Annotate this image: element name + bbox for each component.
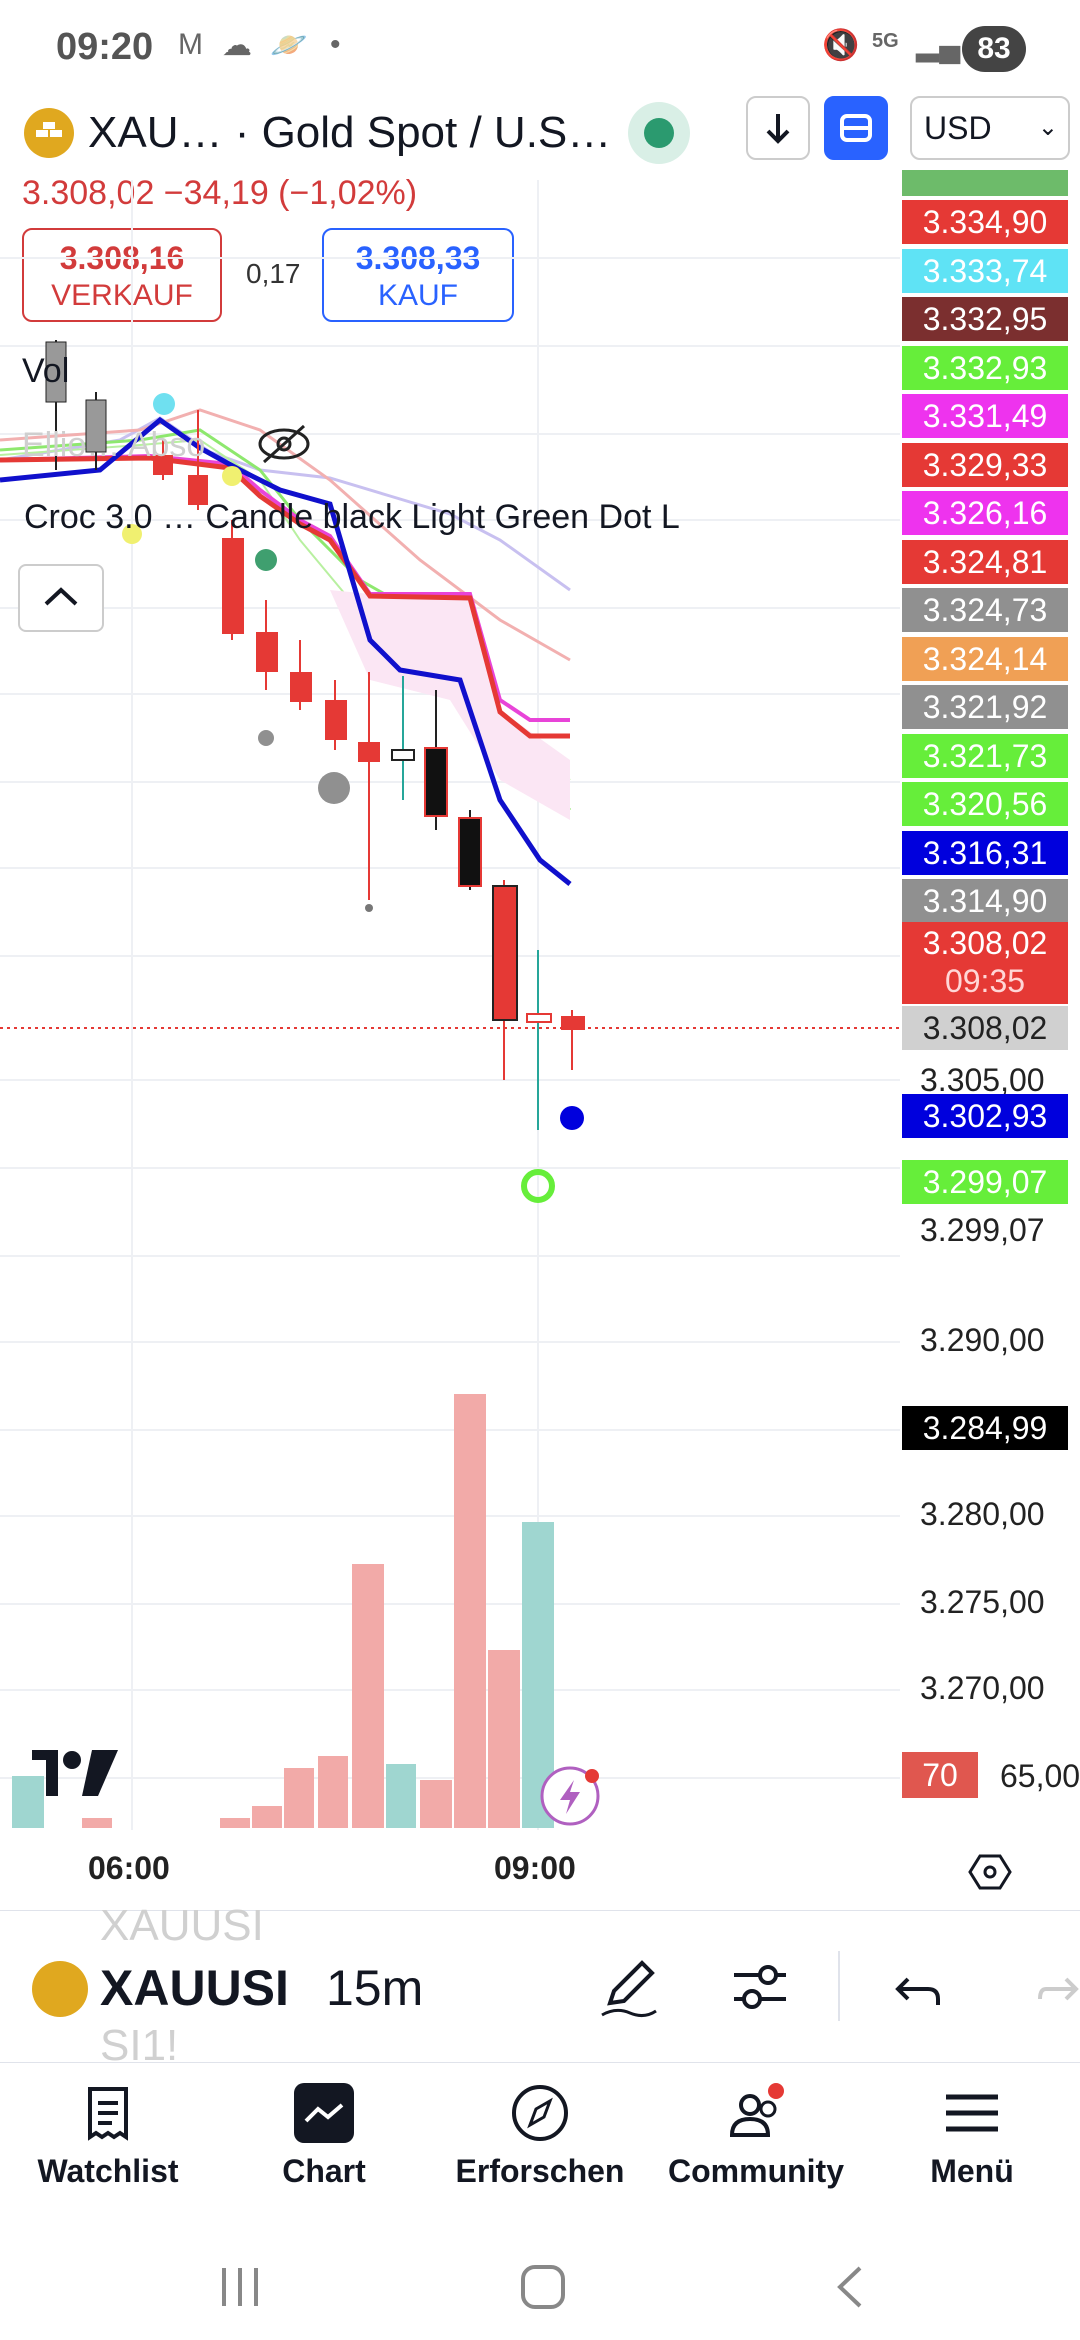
- axis-label: 3.280,00: [920, 1496, 1045, 1532]
- indicators-settings-icon[interactable]: [730, 1957, 790, 2017]
- nav-community[interactable]: Community: [648, 2063, 864, 2233]
- axis-label: 3.275,00: [920, 1584, 1045, 1620]
- candlesticks: [45, 340, 585, 1130]
- price-tag: 3.332,93: [902, 345, 1068, 390]
- arrow-down-icon: [766, 114, 790, 144]
- nav-label: Erforschen: [455, 2153, 625, 2189]
- signal-icon: ▂▄: [916, 29, 961, 62]
- nav-label: Watchlist: [37, 2153, 179, 2189]
- axis-label: 3.270,00: [920, 1670, 1045, 1706]
- price-tag: 3.332,95: [902, 297, 1068, 341]
- axis-label: 3.299,07: [920, 1212, 1045, 1248]
- undo-icon[interactable]: [894, 1963, 944, 2013]
- community-icon: [729, 2083, 784, 2137]
- network-type: 5G: [872, 30, 899, 52]
- price-tag: 3.324,14: [902, 636, 1068, 681]
- currency-value: USD: [924, 110, 992, 146]
- axis-label: 3.290,00: [920, 1322, 1045, 1358]
- candle-countdown: 09:35: [944, 963, 1026, 999]
- price-tag: 3.321,73: [902, 733, 1068, 778]
- collapse-indicators-button[interactable]: [18, 564, 104, 632]
- price-tag: 3.316,31: [902, 830, 1068, 875]
- price-tag: 3.324,81: [902, 539, 1068, 584]
- arrow-down-button[interactable]: [746, 96, 810, 160]
- bottom-nav: Watchlist Chart Erforschen Community Men…: [0, 2062, 1080, 2233]
- cloud-icon: ☁: [222, 29, 252, 62]
- time-label: 06:00: [88, 1850, 170, 1886]
- planet-icon: 🪐: [270, 29, 308, 62]
- axis-label: 65,00: [1000, 1758, 1080, 1794]
- time-label: 09:00: [494, 1850, 576, 1886]
- watchlist-icon: [88, 2087, 128, 2141]
- drawing-tools-icon[interactable]: [596, 1951, 660, 2021]
- redo-icon[interactable]: [1036, 1963, 1080, 2013]
- volume-bars: [12, 1394, 554, 1828]
- elliott-label[interactable]: Ellio… Abso: [22, 426, 206, 464]
- market-status-icon[interactable]: [628, 102, 690, 164]
- chart-toolbar: XAUUSI SI1! XAUUSI 15m: [0, 1901, 1080, 2070]
- spread-value: 0,17: [246, 258, 301, 289]
- last-price-tag: 3.308,02 09:35: [902, 922, 1068, 1004]
- price-tag: 3.334,90: [902, 200, 1068, 244]
- chart-icon: [294, 2083, 354, 2143]
- home-icon[interactable]: [518, 2262, 568, 2312]
- price-tag: 3.314,90: [902, 879, 1068, 923]
- lightning-icon: [540, 1766, 600, 1826]
- gold-logo-icon[interactable]: [24, 108, 74, 158]
- gold-logo-icon: [32, 1961, 88, 2017]
- compass-icon: [512, 2085, 568, 2141]
- crosshair-price-tag: 3.308,02: [902, 1006, 1068, 1050]
- buy-label: KAUF: [377, 279, 458, 312]
- last-price: 3.308,02: [922, 925, 1048, 961]
- price-tag: 3.320,56: [902, 782, 1068, 826]
- chevron-down-icon: ⌄: [1037, 114, 1058, 141]
- symbol-selector[interactable]: XAUUSI: [100, 1960, 289, 2016]
- hidden-eye-icon: [258, 424, 310, 464]
- nav-menu[interactable]: Menü: [864, 2063, 1080, 2233]
- interval-selector[interactable]: 15m: [326, 1960, 424, 2016]
- settings-hexagon-icon[interactable]: [968, 1850, 1012, 1894]
- price-tag: 3.331,49: [902, 394, 1068, 438]
- price-tag: 3.329,33: [902, 442, 1068, 487]
- fullscreen-button[interactable]: [824, 96, 888, 160]
- gmail-icon: M: [178, 28, 203, 61]
- recent-apps-icon[interactable]: [218, 2262, 268, 2312]
- status-time: 09:20: [56, 26, 154, 68]
- blue-dot-price-tag: 3.302,93: [902, 1094, 1068, 1138]
- battery-indicator: 83: [962, 26, 1026, 72]
- system-nav-bar: [0, 2232, 1080, 2340]
- mute-icon: 🔇: [822, 29, 860, 62]
- price-tag: 3.326,16: [902, 491, 1068, 535]
- currency-select[interactable]: USD ⌄: [910, 96, 1070, 160]
- symbol-scroll-ghost: XAUUSI: [100, 1901, 264, 1950]
- black-price-tag: 3.284,99: [902, 1406, 1068, 1450]
- price-change-line: 3.308,02 −34,19 (−1,02%): [22, 174, 418, 212]
- nav-chart[interactable]: Chart: [216, 2063, 432, 2233]
- price-tag-partial: [902, 170, 1068, 196]
- price-tag: 3.321,92: [902, 685, 1068, 729]
- fullscreen-icon: [840, 114, 872, 142]
- chevron-up-icon: [44, 587, 78, 606]
- price-chart[interactable]: [0, 0, 900, 1840]
- nav-label: Chart: [282, 2153, 366, 2189]
- nav-erforschen[interactable]: Erforschen: [432, 2063, 648, 2233]
- symbol-title[interactable]: XAU… · Gold Spot / U.S…: [88, 108, 612, 157]
- axis-label: 3.305,00: [920, 1062, 1045, 1098]
- nav-watchlist[interactable]: Watchlist: [0, 2063, 216, 2233]
- dot-icon: •: [330, 28, 341, 61]
- nav-label: Menü: [930, 2153, 1014, 2189]
- volume-label[interactable]: Vol: [22, 352, 70, 390]
- sell-label: VERKAUF: [51, 279, 193, 312]
- menu-icon: [946, 2094, 998, 2132]
- nav-label: Community: [668, 2153, 844, 2189]
- volume-badge: 70: [902, 1752, 978, 1798]
- green-dot-price-tag: 3.299,07: [902, 1160, 1068, 1204]
- back-icon[interactable]: [826, 2262, 876, 2312]
- symbol-scroll-ghost: SI1!: [100, 2021, 179, 2070]
- croc-indicator-label[interactable]: Croc 3.0 … Candle black Light Green Dot …: [24, 498, 680, 536]
- price-tag: 3.324,73: [902, 588, 1068, 632]
- tradingview-logo-icon: [32, 1750, 118, 1796]
- price-tag: 3.333,74: [902, 248, 1068, 293]
